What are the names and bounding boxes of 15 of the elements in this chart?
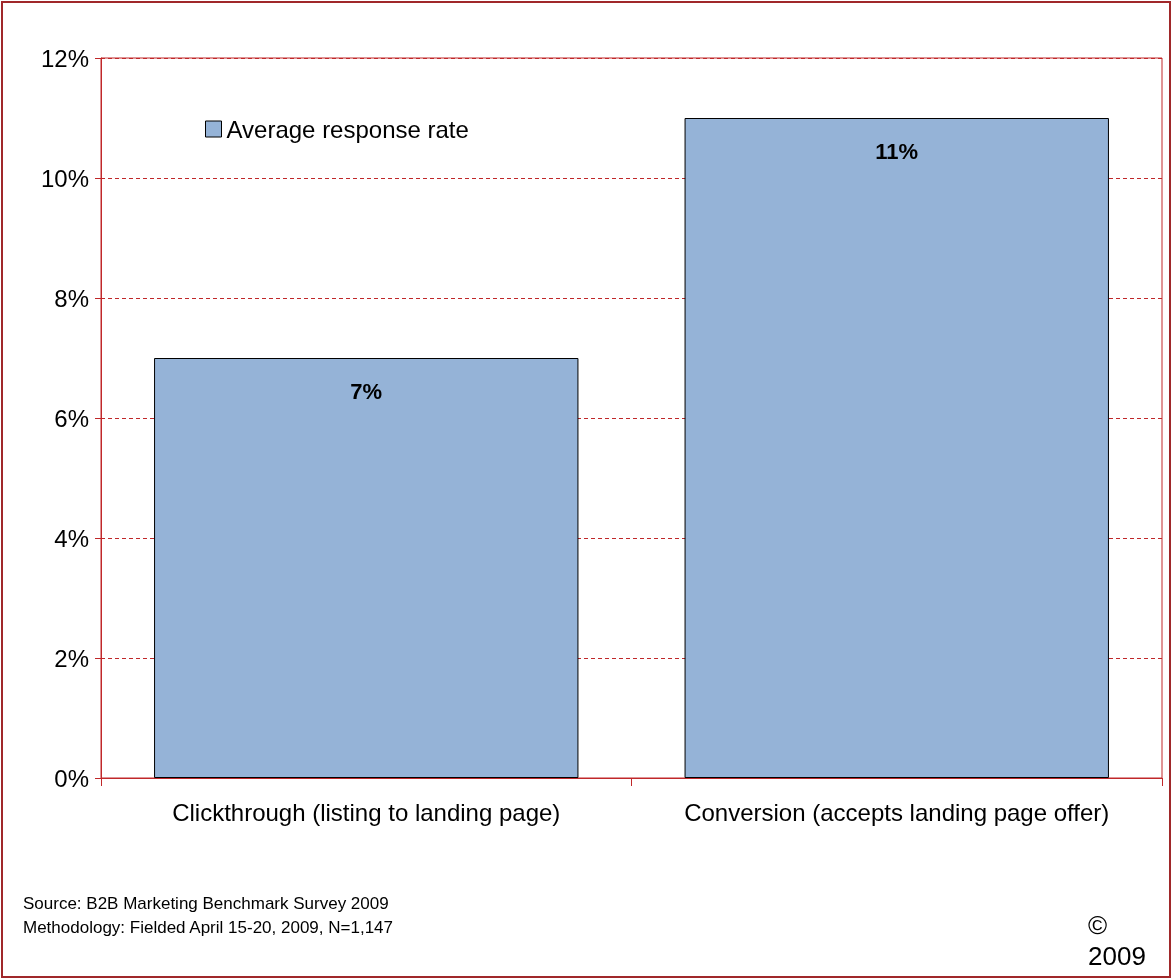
source-note: Source: B2B Marketing Benchmark Survey 2009 — [23, 894, 389, 914]
data-label: 11% — [875, 138, 919, 164]
y-tick-label: 6% — [54, 404, 89, 432]
text: © 2009 — [1088, 910, 1147, 972]
data-label: 7% — [350, 378, 383, 404]
y-tick-label: 4% — [54, 524, 89, 552]
y-tick-label: 10% — [40, 164, 89, 192]
text: Methodology: Fielded April 15-20, 2009, N=1,147 — [23, 918, 393, 938]
x-tick-label: Clickthrough (listing to landing page) — [172, 798, 561, 826]
y-tick-label: 8% — [54, 284, 89, 312]
y-tick-label: 2% — [54, 644, 89, 672]
legend-label: Average response rate — [226, 115, 469, 143]
x-tick-label: Conversion (accepts landing page offer) — [684, 798, 1110, 826]
y-tick-label: 0% — [54, 764, 89, 792]
y-tick-label: 12% — [40, 44, 89, 72]
